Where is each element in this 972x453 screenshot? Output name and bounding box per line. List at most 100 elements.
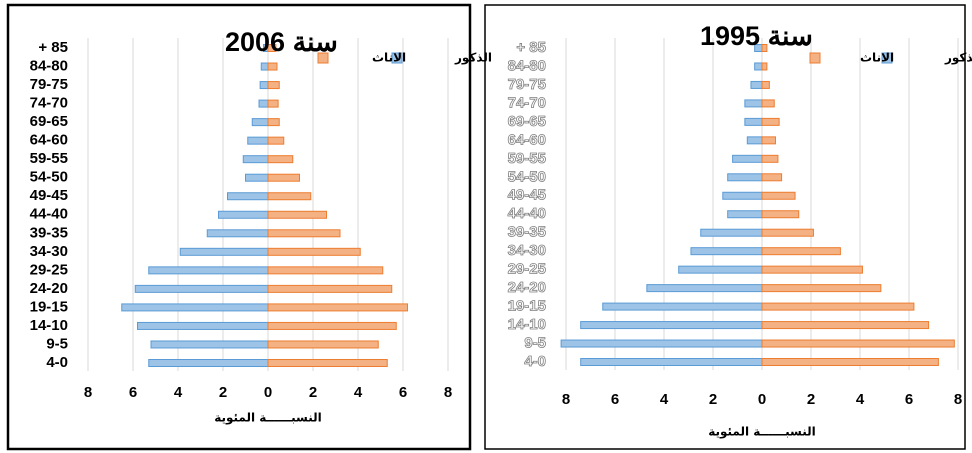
bar (761, 321, 930, 330)
bar (560, 339, 763, 348)
y-tick-label: 59-55 (30, 150, 68, 167)
bar (761, 173, 783, 182)
bar (761, 136, 776, 145)
y-tick-label: 34-30 (508, 242, 546, 259)
bar (690, 247, 763, 256)
x-tick-label: 4 (660, 391, 669, 408)
x-tick-label: 2 (709, 391, 717, 408)
bar (602, 302, 763, 311)
x-tick-label: 6 (399, 384, 407, 401)
bar (727, 173, 763, 182)
bar (761, 228, 814, 237)
y-tick-label: 19-15 (508, 298, 546, 315)
bar (267, 284, 393, 293)
bar (678, 265, 763, 274)
panel-frame (484, 4, 966, 450)
bar (251, 118, 269, 127)
y-tick-label: 49-45 (30, 187, 68, 204)
bar (267, 99, 279, 108)
bar (580, 358, 763, 366)
bar (700, 228, 763, 237)
bar (267, 247, 361, 256)
y-tick-label: 44-40 (508, 205, 546, 222)
y-tick-label: 24-20 (508, 279, 546, 296)
y-tick-label: 54-50 (508, 168, 546, 185)
chart-title: سنة 2006 (225, 27, 338, 57)
bar (227, 192, 269, 201)
y-tick-label: 79-75 (508, 76, 546, 93)
x-tick-label: 4 (174, 384, 183, 401)
x-tick-label: 0 (264, 384, 272, 401)
legend-label: الاناث (860, 51, 894, 65)
x-tick-label: 6 (129, 384, 137, 401)
x-tick-label: 2 (807, 391, 815, 408)
x-axis-label: النسبــــــة المئوية (214, 411, 322, 426)
bar (761, 265, 863, 274)
x-tick-label: 4 (354, 384, 363, 401)
legend-label: الاناث (372, 51, 406, 65)
bar (761, 210, 800, 219)
y-tick-label: 49-45 (508, 187, 546, 204)
y-tick-label: 9-5 (524, 334, 546, 351)
y-tick-label: 9-5 (46, 335, 68, 352)
y-tick-label: 14-10 (508, 316, 546, 333)
bar (259, 81, 269, 90)
panel-frame (6, 3, 472, 451)
bar (267, 210, 327, 219)
bar (134, 284, 269, 293)
bar (580, 321, 763, 330)
bar (722, 191, 763, 200)
bar (267, 303, 408, 312)
bar (761, 284, 882, 293)
bar (754, 62, 763, 71)
bar (267, 118, 280, 127)
bar (267, 266, 384, 275)
bar (247, 136, 269, 145)
bar (761, 80, 770, 89)
bar (267, 155, 294, 164)
bar (267, 321, 397, 330)
x-tick-label: 0 (758, 391, 766, 408)
bar (761, 117, 780, 126)
y-tick-label: 39-35 (30, 224, 68, 241)
y-tick-label: 14-10 (30, 317, 68, 334)
bar (267, 136, 285, 145)
bar (267, 359, 388, 367)
legend-swatch (881, 52, 893, 64)
y-tick-label: 84-80 (30, 57, 68, 74)
legend-swatch (317, 52, 329, 64)
x-tick-label: 8 (562, 391, 570, 408)
bar (761, 62, 768, 71)
x-tick-label: 6 (611, 391, 619, 408)
bar (761, 99, 775, 108)
x-axis-label: النسبــــــة المئوية (708, 425, 816, 440)
y-tick-label: 34-30 (30, 243, 68, 260)
x-tick-label: 4 (856, 391, 865, 408)
legend-label: الذكور (454, 51, 492, 66)
legend-label: الذكور (944, 51, 972, 66)
bar (267, 192, 312, 201)
y-tick-label: 64-60 (30, 132, 68, 149)
bar (150, 340, 269, 349)
bar (121, 303, 269, 312)
bar (267, 62, 278, 71)
y-tick-label: 4-0 (524, 353, 546, 370)
y-tick-label: 19-15 (30, 298, 68, 315)
bar (761, 358, 939, 366)
legend-swatch (391, 52, 403, 64)
bar (761, 302, 915, 311)
x-tick-label: 8 (84, 384, 92, 401)
y-tick-label: 54-50 (30, 169, 68, 186)
y-tick-label: 44-40 (30, 206, 68, 223)
x-tick-label: 6 (905, 391, 913, 408)
y-tick-label: 59-55 (508, 150, 546, 167)
bar (732, 154, 763, 163)
bar (761, 191, 796, 200)
bar (258, 99, 269, 108)
bar (267, 340, 379, 349)
bar (761, 339, 955, 348)
bar (646, 284, 763, 293)
y-tick-label: 24-20 (30, 280, 68, 297)
